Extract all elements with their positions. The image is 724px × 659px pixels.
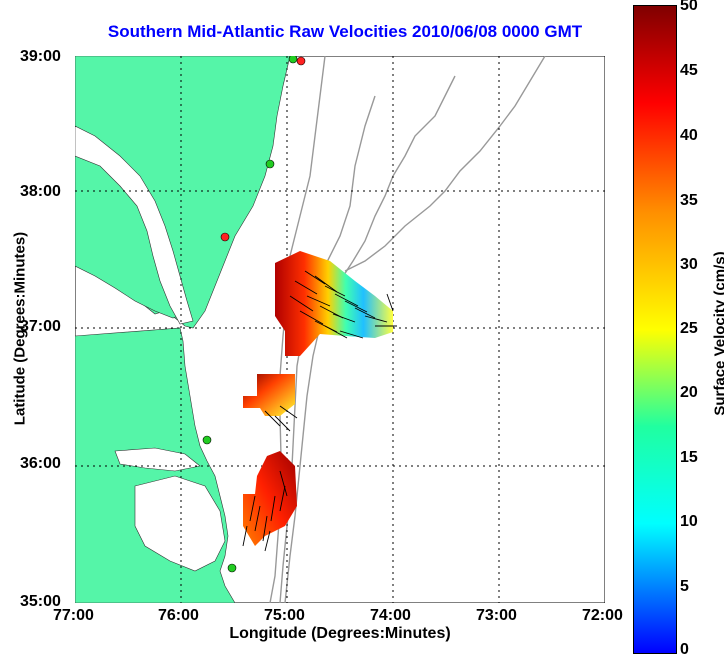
site-marker-inactive — [220, 232, 230, 242]
site-marker-active — [227, 563, 237, 573]
colorbar-tick-label: 15 — [680, 449, 698, 466]
map-plot[interactable] — [75, 56, 605, 603]
y-axis-label: Latitude (Degrees:Minutes) — [11, 231, 29, 426]
albemarle-sound — [114, 447, 201, 472]
colorbar — [633, 5, 677, 654]
bathymetry-contour — [344, 56, 546, 272]
x-tick-label: 73:00 — [476, 607, 517, 624]
chesapeake-bay — [75, 125, 194, 325]
map-title: Southern Mid-Atlantic Raw Velocities 201… — [107, 22, 583, 41]
y-tick-label: 39:00 — [20, 48, 61, 65]
y-tick-label: 35:00 — [20, 593, 61, 610]
site-marker-active — [265, 159, 275, 169]
y-tick-label: 37:00 — [20, 318, 61, 335]
colorbar-tick-label: 30 — [680, 256, 698, 273]
site-marker-active — [202, 435, 212, 445]
colorbar-label: Surface Velocity (cm/s) — [711, 251, 724, 416]
colorbar-tick-label: 25 — [680, 320, 698, 337]
velocity-field-north — [275, 251, 393, 356]
velocity-vectors — [242, 270, 397, 552]
x-axis-label: Longitude (Degrees:Minutes) — [229, 625, 451, 642]
y-tick-label: 38:00 — [20, 183, 61, 200]
colorbar-tick-label: 10 — [680, 513, 698, 530]
x-tick-label: 77:00 — [53, 607, 94, 624]
colorbar-tick-label: 20 — [680, 384, 698, 401]
colorbar-tick-label: 45 — [680, 62, 698, 79]
site-marker-active — [288, 56, 298, 64]
colorbar-tick-label: 5 — [680, 578, 689, 595]
x-tick-label: 76:00 — [158, 607, 199, 624]
pamlico-sound — [134, 475, 226, 572]
colorbar-tick-label: 0 — [680, 641, 689, 658]
x-tick-label: 72:00 — [582, 607, 623, 624]
x-tick-label: 74:00 — [370, 607, 411, 624]
x-tick-label: 75:00 — [264, 607, 305, 624]
y-tick-label: 36:00 — [20, 455, 61, 472]
site-marker-inactive — [296, 56, 306, 66]
colorbar-tick-label: 35 — [680, 192, 698, 209]
colorbar-tick-label: 50 — [680, 0, 698, 14]
velocity-field-middle — [243, 374, 295, 416]
colorbar-tick-label: 40 — [680, 127, 698, 144]
